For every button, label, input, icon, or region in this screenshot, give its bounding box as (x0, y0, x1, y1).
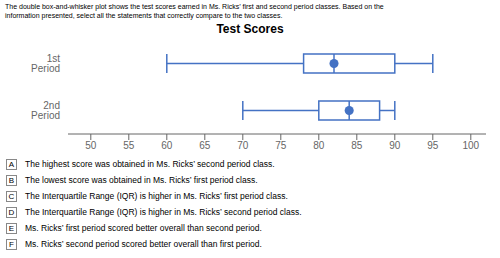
svg-text:70: 70 (237, 140, 249, 151)
html-text:C: C (8, 191, 15, 201)
html-text:The lowest score was obtained: The lowest score was obtained in Ms. Ric… (25, 175, 258, 185)
svg-text:50: 50 (85, 140, 97, 151)
html-text:The highest score was obtained: The highest score was obtained in Ms. Ri… (25, 159, 275, 169)
svg-text:90: 90 (389, 140, 401, 151)
html-text:Ms. Ricks’ second period score: Ms. Ricks’ second period scored better o… (25, 239, 262, 249)
svg-text:100: 100 (462, 140, 479, 151)
html-text:E: E (8, 223, 15, 233)
html-text:A: A (8, 159, 15, 169)
html-text:Test Scores: Test Scores (216, 22, 284, 36)
html-text:The Interquartile Range (IQR): The Interquartile Range (IQR) is higher … (25, 207, 302, 217)
html-text:D: D (8, 207, 15, 217)
svg-text:65: 65 (199, 140, 211, 151)
svg-text:1stPeriod: 1stPeriod (31, 53, 60, 74)
html-text:information presented, select: information presented, select all the st… (5, 12, 283, 19)
html-text:F: F (9, 239, 14, 249)
html-text:The Interquartile Range (IQR): The Interquartile Range (IQR) is higher … (25, 191, 288, 201)
svg-text:55: 55 (123, 140, 135, 151)
svg-text:95: 95 (427, 140, 439, 151)
svg-text:80: 80 (313, 140, 325, 151)
html-text:The double box-and-whisker plo: The double box-and-whisker plot shows th… (5, 3, 384, 10)
svg-text:2ndPeriod: 2ndPeriod (31, 100, 60, 121)
html-text:B: B (8, 175, 15, 185)
svg-text:75: 75 (275, 140, 287, 151)
svg-text:60: 60 (161, 140, 173, 151)
svg-text:85: 85 (351, 140, 363, 151)
html-text:Ms. Ricks’ first period scored: Ms. Ricks’ first period scored better ov… (25, 223, 262, 233)
